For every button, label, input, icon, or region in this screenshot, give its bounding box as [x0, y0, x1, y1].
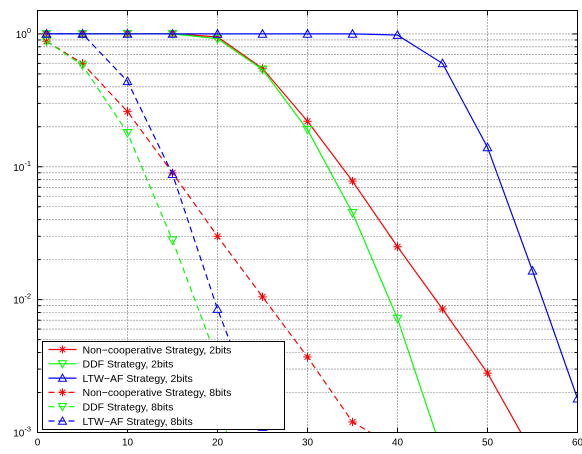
- data-point: [122, 128, 133, 139]
- legend-label: DDF Strategy, 8bits: [83, 402, 174, 414]
- y-tick-label: 10-1: [13, 159, 31, 174]
- legend-item: LTW−AF Strategy, 2bits: [48, 373, 193, 385]
- x-tick-label: 20: [212, 438, 224, 449]
- data-point: [437, 58, 448, 68]
- x-tick-label: 10: [122, 438, 134, 449]
- legend-label: Non−cooperative Strategy, 2bits: [83, 344, 232, 356]
- legend-marker: [57, 403, 68, 412]
- data-point: [122, 76, 133, 86]
- data-point: [483, 368, 492, 378]
- data-point: [212, 303, 223, 313]
- data-point: [77, 28, 88, 38]
- y-tick-label: 100: [16, 26, 31, 41]
- data-point: [527, 265, 538, 275]
- x-tick-label: 0: [35, 438, 41, 449]
- series-layer: [41, 28, 578, 433]
- legend-marker: [58, 345, 67, 354]
- legend-item: LTW−AF Strategy, 8bits: [48, 415, 193, 428]
- data-point: [42, 37, 51, 46]
- x-tick-labels: 0 10 20 30 40 50 60: [35, 438, 582, 449]
- data-point: [302, 28, 313, 38]
- series-line: [46, 33, 578, 399]
- data-point: [258, 292, 267, 302]
- data-point: [347, 208, 358, 219]
- data-point: [257, 28, 268, 38]
- data-point: [123, 107, 132, 116]
- data-point: [122, 28, 133, 38]
- legend-item: DDF Strategy, 2bits: [48, 359, 174, 371]
- y-tick-label: 10-2: [13, 292, 31, 307]
- data-point: [212, 34, 223, 44]
- y-tick-labels: 100 10-1 10-2 10-3: [13, 26, 31, 440]
- grid-lines: [37, 10, 578, 433]
- data-point: [347, 28, 358, 38]
- data-point: [482, 142, 493, 152]
- legend-marker: [57, 415, 68, 425]
- data-point: [213, 232, 222, 241]
- legend-box: [42, 341, 285, 430]
- data-point: [167, 236, 178, 246]
- y-tick-label: 10-3: [13, 425, 31, 440]
- series-4: [42, 37, 371, 433]
- legend: Non−cooperative Strategy, 2bits DDF Strat…: [42, 341, 285, 430]
- legend-label: DDF Strategy, 2bits: [83, 359, 174, 371]
- legend-label: LTW−AF Strategy, 8bits: [83, 416, 193, 428]
- x-tick-label: 40: [392, 438, 404, 449]
- data-point: [41, 37, 52, 47]
- legend-marker: [57, 373, 68, 382]
- data-point: [303, 117, 312, 126]
- data-point: [438, 304, 447, 314]
- data-point: [348, 417, 357, 427]
- x-tick-label: 60: [572, 438, 582, 449]
- data-point: [77, 61, 88, 71]
- legend-label: LTW−AF Strategy, 2bits: [83, 373, 193, 385]
- series-line: [46, 33, 264, 428]
- plot-frame: [37, 10, 578, 433]
- data-point: [257, 65, 268, 75]
- data-point: [392, 314, 403, 324]
- data-point: [167, 28, 178, 38]
- data-point: [348, 176, 357, 186]
- data-point: [41, 28, 52, 38]
- data-point: [258, 64, 267, 73]
- legend-item: DDF Strategy, 8bits: [48, 402, 174, 414]
- data-point: [392, 29, 403, 39]
- data-point: [78, 59, 87, 68]
- legend-marker: [57, 360, 68, 369]
- data-point: [393, 242, 402, 251]
- data-point: [303, 352, 312, 362]
- legend-item: Non−cooperative Strategy, 2bits: [48, 344, 232, 356]
- data-point: [167, 168, 178, 179]
- data-point: [302, 125, 313, 135]
- data-point: [572, 393, 578, 403]
- x-tick-label: 30: [302, 438, 314, 449]
- legend-item: Non−cooperative Strategy, 8bits: [48, 387, 232, 399]
- legend-marker: [58, 388, 67, 397]
- x-tick-label: 50: [482, 438, 494, 449]
- data-point: [212, 28, 223, 38]
- legend-label: Non−cooperative Strategy, 8bits: [83, 387, 232, 399]
